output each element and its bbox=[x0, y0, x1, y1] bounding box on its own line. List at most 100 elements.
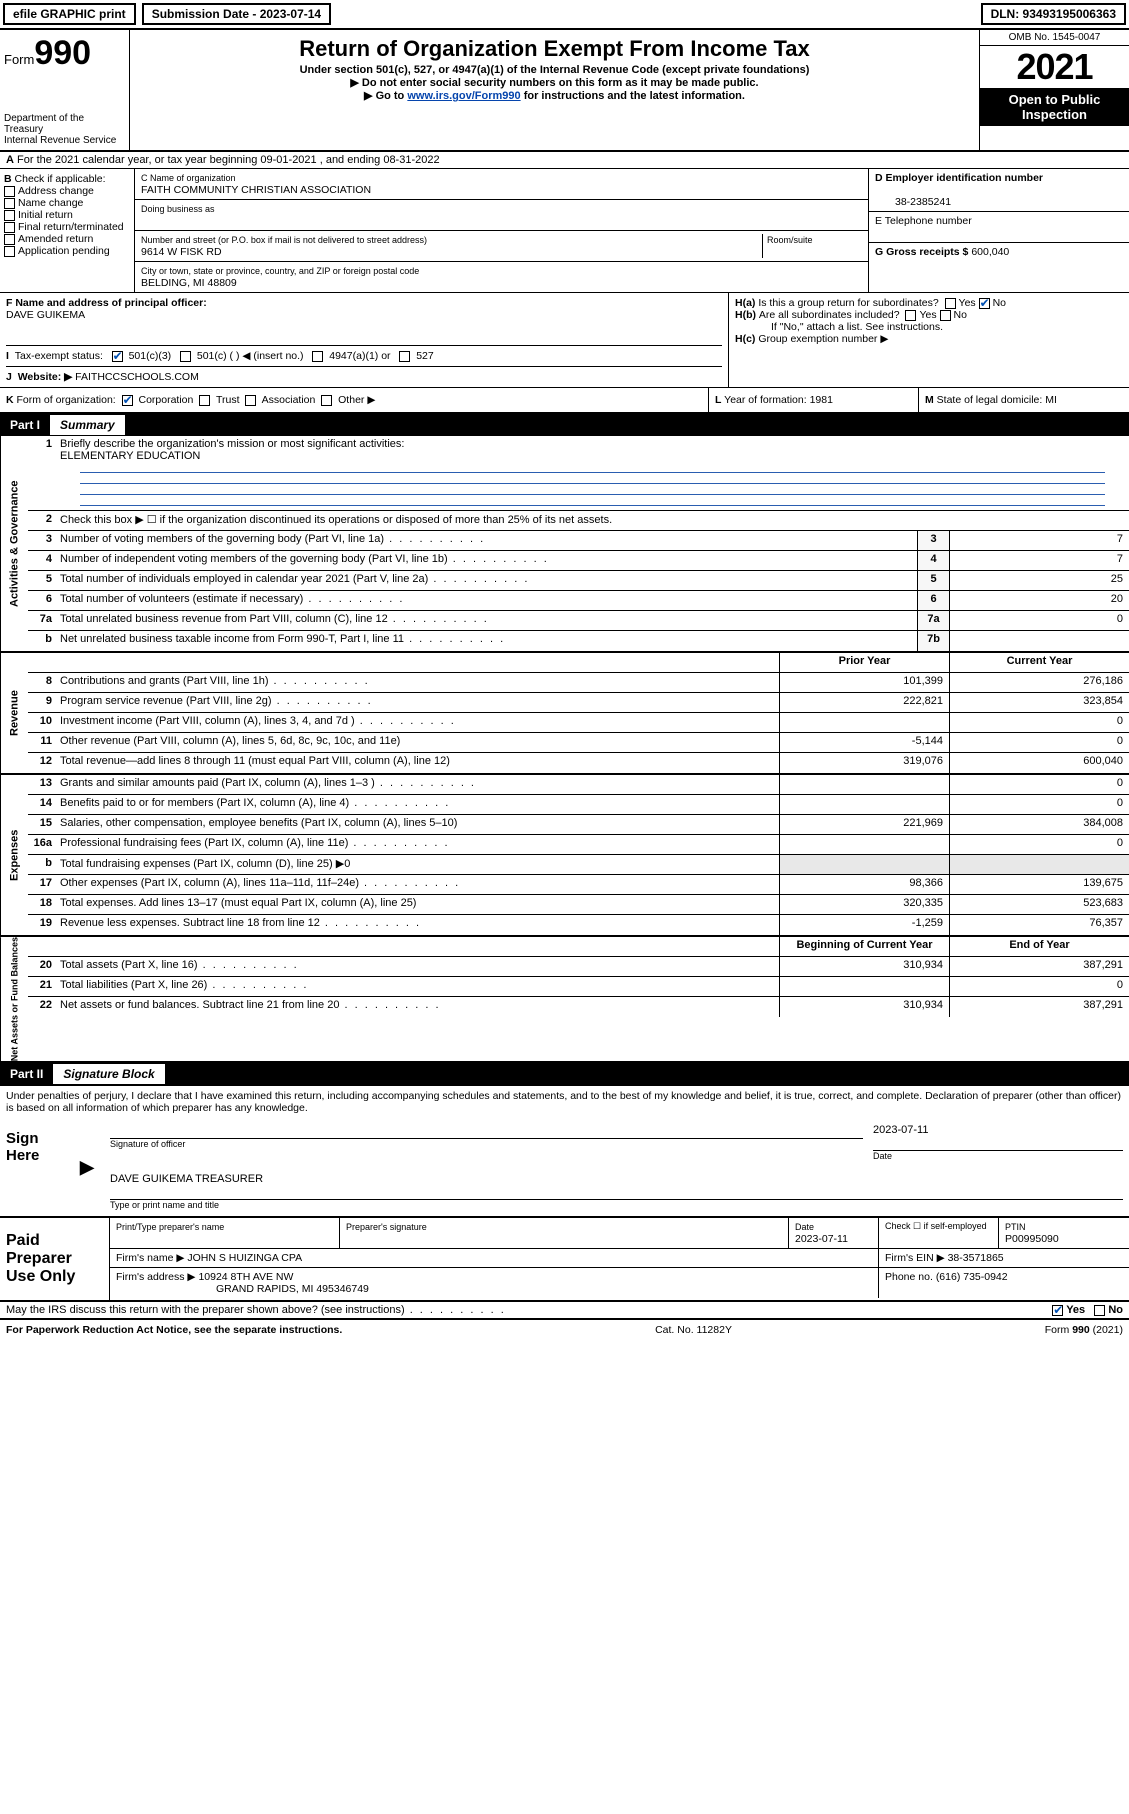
discuss-yes: Yes bbox=[1066, 1304, 1085, 1316]
hb-no[interactable] bbox=[940, 310, 951, 321]
form-title: Return of Organization Exempt From Incom… bbox=[134, 36, 975, 62]
l4d: Number of independent voting members of … bbox=[56, 551, 917, 570]
mission-lbl: Briefly describe the organization's miss… bbox=[60, 438, 404, 450]
ph2: Preparer's signature bbox=[346, 1222, 427, 1232]
part-label: Part I bbox=[0, 415, 50, 435]
ph4: Check ☐ if self-employed bbox=[879, 1218, 999, 1248]
l22p: 310,934 bbox=[779, 997, 949, 1017]
part2-title: Signature Block bbox=[53, 1064, 164, 1084]
b-item: Name change bbox=[18, 197, 83, 209]
discuss-no-chk[interactable] bbox=[1094, 1305, 1105, 1316]
discuss-no: No bbox=[1108, 1304, 1123, 1316]
l20p: 310,934 bbox=[779, 957, 949, 976]
l3v: 7 bbox=[949, 531, 1129, 550]
dln: DLN: 93493195006363 bbox=[981, 3, 1126, 25]
line-a: For the 2021 calendar year, or tax year … bbox=[17, 154, 440, 166]
domicile: MI bbox=[1045, 394, 1057, 406]
phone-lbl: Phone no. bbox=[885, 1271, 933, 1283]
irs-link[interactable]: www.irs.gov/Form990 bbox=[407, 90, 520, 102]
efile-btn[interactable]: efile GRAPHIC print bbox=[3, 3, 136, 25]
date-lbl: Date bbox=[873, 1150, 1123, 1161]
l22c: 387,291 bbox=[949, 997, 1129, 1017]
firm-name: JOHN S HUIZINGA CPA bbox=[187, 1252, 302, 1264]
j-lbl: Website: ▶ bbox=[18, 371, 73, 383]
l8p: 101,399 bbox=[779, 673, 949, 692]
l3d: Number of voting members of the governin… bbox=[56, 531, 917, 550]
footer-left: For Paperwork Reduction Act Notice, see … bbox=[6, 1324, 342, 1336]
k-opt: Trust bbox=[216, 394, 240, 406]
ph3v: 2023-07-11 bbox=[795, 1233, 848, 1245]
l20c: 387,291 bbox=[949, 957, 1129, 976]
k-corp[interactable] bbox=[122, 395, 133, 406]
officer-name: DAVE GUIKEMA TREASURER bbox=[110, 1173, 263, 1185]
g-lbl: G Gross receipts $ bbox=[875, 246, 968, 258]
hb-yes[interactable] bbox=[905, 310, 916, 321]
b-label: Check if applicable: bbox=[15, 173, 106, 185]
ptin: P00995090 bbox=[1005, 1233, 1059, 1245]
col-end: End of Year bbox=[949, 937, 1129, 956]
part2-label: Part II bbox=[0, 1064, 53, 1084]
l7bv bbox=[949, 631, 1129, 651]
omb-number: OMB No. 1545-0047 bbox=[980, 30, 1129, 46]
k-assoc[interactable] bbox=[245, 395, 256, 406]
l17d: Other expenses (Part IX, column (A), lin… bbox=[56, 875, 779, 894]
l15d: Salaries, other compensation, employee b… bbox=[56, 815, 779, 834]
vtab-revenue: Revenue bbox=[0, 653, 28, 773]
form-number: 990 bbox=[34, 34, 91, 72]
l15c: 384,008 bbox=[949, 815, 1129, 834]
ha-lbl: Is this a group return for subordinates? bbox=[758, 297, 938, 309]
l6v: 20 bbox=[949, 591, 1129, 610]
chk-501c[interactable] bbox=[180, 351, 191, 362]
k-other[interactable] bbox=[321, 395, 332, 406]
l8d: Contributions and grants (Part VIII, lin… bbox=[56, 673, 779, 692]
l12p: 319,076 bbox=[779, 753, 949, 773]
klm-row: K Form of organization: Corporation Trus… bbox=[0, 388, 1129, 414]
vtab-netassets: Net Assets or Fund Balances bbox=[0, 937, 28, 1061]
l12d: Total revenue—add lines 8 through 11 (mu… bbox=[56, 753, 779, 773]
col-current: Current Year bbox=[949, 653, 1129, 672]
c-name-lbl: C Name of organization bbox=[141, 173, 236, 183]
m-lbl: State of legal domicile: bbox=[937, 394, 1043, 406]
l16bd: Total fundraising expenses (Part IX, col… bbox=[56, 855, 779, 874]
l13p bbox=[779, 775, 949, 794]
l9p: 222,821 bbox=[779, 693, 949, 712]
l10p bbox=[779, 713, 949, 732]
l17p: 98,366 bbox=[779, 875, 949, 894]
l11c: 0 bbox=[949, 733, 1129, 752]
chk-4947[interactable] bbox=[312, 351, 323, 362]
discuss-q: May the IRS discuss this return with the… bbox=[6, 1304, 506, 1316]
l-lbl: Year of formation: bbox=[724, 394, 807, 406]
firm-addr2: GRAND RAPIDS, MI 495346749 bbox=[116, 1283, 369, 1295]
firm-lbl: Firm's name ▶ bbox=[116, 1252, 184, 1264]
c-city-lbl: City or town, state or province, country… bbox=[141, 266, 419, 276]
chk-527[interactable] bbox=[399, 351, 410, 362]
i-opt: 501(c)(3) bbox=[129, 350, 172, 362]
ha-no[interactable] bbox=[979, 298, 990, 309]
l10d: Investment income (Part VIII, column (A)… bbox=[56, 713, 779, 732]
ha-yes[interactable] bbox=[945, 298, 956, 309]
identity-block: B Check if applicable: Address change Na… bbox=[0, 169, 1129, 293]
l18p: 320,335 bbox=[779, 895, 949, 914]
f-lbl: F Name and address of principal officer: bbox=[6, 297, 207, 309]
firm-addr1: 10924 8TH AVE NW bbox=[198, 1271, 293, 1283]
footer-mid: Cat. No. 11282Y bbox=[655, 1324, 732, 1336]
mission: ELEMENTARY EDUCATION bbox=[60, 450, 200, 462]
l5v: 25 bbox=[949, 571, 1129, 590]
tax-year: 2021 bbox=[980, 46, 1129, 88]
vtab-activities: Activities & Governance bbox=[0, 436, 28, 651]
l14c: 0 bbox=[949, 795, 1129, 814]
ph3: Date bbox=[795, 1222, 814, 1232]
part-title: Summary bbox=[50, 415, 125, 435]
l15p: 221,969 bbox=[779, 815, 949, 834]
org-city: BELDING, MI 48809 bbox=[141, 277, 237, 289]
l17c: 139,675 bbox=[949, 875, 1129, 894]
l9c: 323,854 bbox=[949, 693, 1129, 712]
k-trust[interactable] bbox=[199, 395, 210, 406]
chk-501c3[interactable] bbox=[112, 351, 123, 362]
discuss-yes-chk[interactable] bbox=[1052, 1305, 1063, 1316]
l12c: 600,040 bbox=[949, 753, 1129, 773]
l14p bbox=[779, 795, 949, 814]
b-item: Final return/terminated bbox=[18, 221, 124, 233]
note-goto-post: for instructions and the latest informat… bbox=[521, 90, 745, 102]
col-begin: Beginning of Current Year bbox=[779, 937, 949, 956]
